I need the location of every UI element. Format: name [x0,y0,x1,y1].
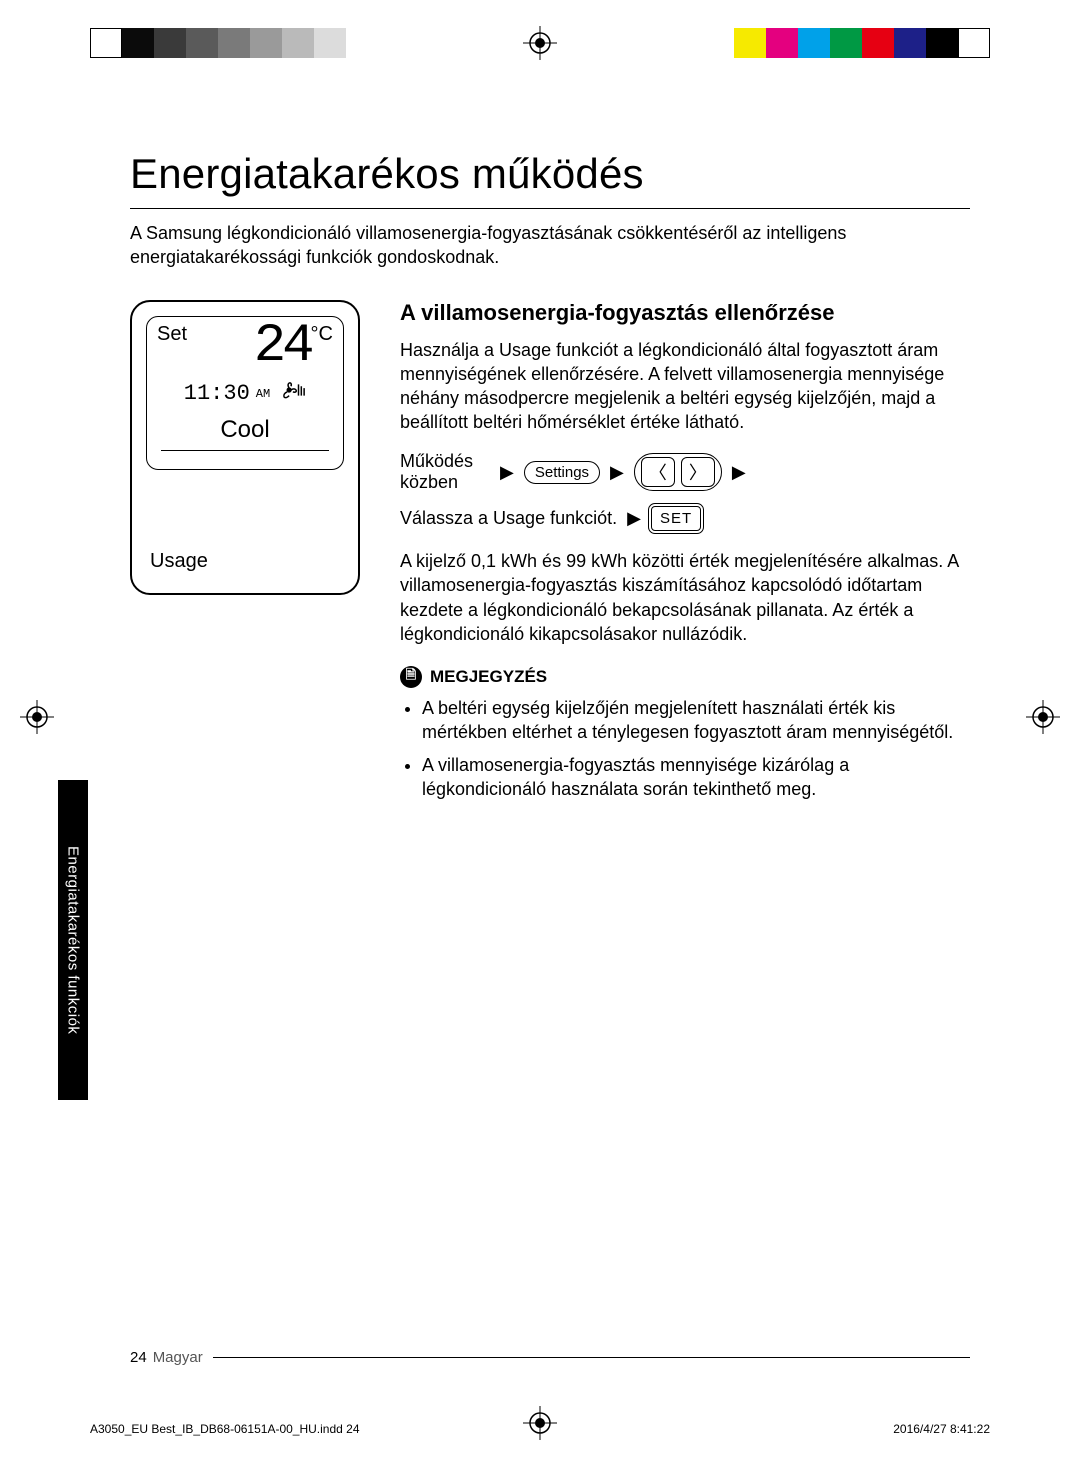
note-label: MEGJEGYZÉS [430,667,547,687]
notes-list: A beltéri egység kijelzőjén megjelenítet… [400,696,970,801]
page-number: 24 [130,1349,147,1366]
registration-bar-left [90,28,346,58]
usage-label: Usage [150,550,344,573]
temp-value: 24 [254,323,311,372]
note-item: A beltéri egység kijelzőjén megjelenítet… [422,696,970,745]
print-file: A3050_EU Best_IB_DB68-06151A-00_HU.indd … [90,1422,360,1436]
mode-label: Cool [157,416,333,444]
section-heading: A villamosenergia-fogyasztás ellenőrzése [400,300,970,326]
print-footer: A3050_EU Best_IB_DB68-06151A-00_HU.indd … [90,1422,990,1436]
time-ampm: AM [256,387,270,401]
page-lang: Magyar [153,1349,203,1366]
set-button[interactable]: SET [651,506,701,531]
step-intro: Működés közben [400,451,490,494]
left-button[interactable]: 〈 [641,457,675,487]
remote-display: Set 24 °C 11:30 AM [130,300,360,596]
print-stamp: 2016/4/27 8:41:22 [893,1422,990,1436]
set-label: Set [157,323,187,346]
note-icon: 🗎 [400,666,422,688]
fan-icon [276,375,306,412]
registration-bar-right [734,28,990,58]
registration-mark-icon [20,700,54,734]
section-p2: A kijelző 0,1 kWh és 99 kWh közötti érté… [400,549,970,646]
registration-mark-icon [1026,700,1060,734]
page-title: Energiatakarékos működés [130,150,970,209]
arrow-icon: ▶ [627,508,641,529]
nav-capsule: 〈 〉 [634,453,722,491]
settings-button[interactable]: Settings [524,461,600,484]
temp-unit: °C [311,323,333,346]
step2-text: Válassza a Usage funkciót. [400,508,617,529]
side-tab: Energiatakarékos funkciók [58,780,88,1100]
arrow-icon: ▶ [500,462,514,483]
section-p1: Használja a Usage funkciót a légkondicio… [400,338,970,435]
page-footer: 24 Magyar [130,1349,970,1366]
time-value: 11:30 [184,381,250,406]
side-tab-label: Energiatakarékos funkciók [65,846,82,1034]
note-item: A villamosenergia-fogyasztás mennyisége … [422,753,970,802]
arrow-icon: ▶ [732,462,746,483]
arrow-icon: ▶ [610,462,624,483]
registration-mark-icon [523,26,557,60]
right-button[interactable]: 〉 [681,457,715,487]
intro-text: A Samsung légkondicionáló villamosenergi… [130,221,970,270]
